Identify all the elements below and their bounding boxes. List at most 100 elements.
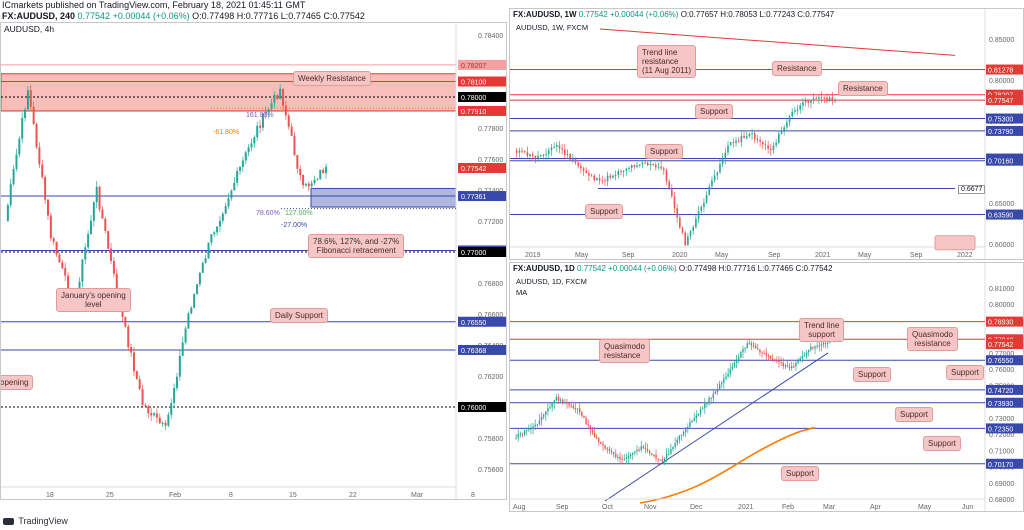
1d-candle: [757, 348, 759, 350]
1d-candle: [634, 451, 636, 453]
y-tick-1d: 0.71000: [989, 448, 1014, 455]
price-1d: 0.77542: [577, 264, 606, 273]
1d-candle: [695, 415, 698, 419]
price-tag-1d: [986, 384, 1023, 395]
4h-candle: [290, 126, 293, 136]
1w-candle: [620, 171, 622, 173]
1d-candle: [740, 352, 742, 358]
resistance-zone: [1, 73, 457, 112]
1d-candle: [793, 366, 795, 368]
symbol-name: FX:AUDUSD, 240: [2, 11, 76, 21]
1w-candle: [681, 227, 684, 233]
1d-candle: [710, 397, 712, 399]
1w-candle: [751, 133, 753, 135]
chart-panel-4h[interactable]: 0.784000.782000.780000.778000.776000.774…: [0, 22, 507, 500]
4h-candle: [95, 186, 98, 203]
x-tick-1w: 2021: [815, 252, 831, 259]
1w-candle: [810, 100, 812, 103]
ma-indicator-label[interactable]: MA: [516, 288, 528, 297]
1d-candle: [807, 349, 810, 353]
4h-candle: [173, 388, 176, 403]
1d-candle: [530, 428, 532, 430]
4h-candle: [264, 112, 267, 114]
1w-candle: [550, 147, 553, 151]
price-tag-text-1w: 0.77547: [988, 98, 1013, 105]
price-tag-text-4h: 0.78100: [461, 80, 486, 87]
1w-candle: [529, 154, 531, 157]
1d-candle: [704, 403, 706, 409]
y-tick-4h: 0.75600: [478, 467, 503, 474]
4h-candle: [276, 94, 279, 99]
1w-candle: [788, 116, 791, 123]
chart-canvas-1w[interactable]: 0.850000.800000.750000.700000.650000.600…: [510, 9, 1024, 260]
1d-candle: [589, 425, 592, 430]
1d-candle: [623, 458, 625, 460]
4h-candle: [41, 164, 44, 178]
1w-candle: [692, 227, 695, 231]
price-tag-text-1d: 0.77542: [988, 342, 1013, 349]
1w-candle: [537, 155, 539, 160]
tradingview-logo[interactable]: TradingView: [3, 516, 68, 526]
1d-candle: [725, 376, 727, 379]
1d-candle: [776, 360, 778, 362]
1w-candle: [577, 162, 579, 166]
1w-candle: [606, 175, 609, 182]
price-tag-text-1w: 0.70160: [988, 159, 1013, 166]
x-tick-1d: Jun: [962, 504, 973, 511]
1d-candle: [606, 448, 608, 450]
1w-candle: [539, 155, 542, 157]
4h-candle: [196, 284, 199, 295]
1d-candle: [602, 443, 604, 446]
1w-candle: [700, 206, 703, 212]
4h-candle: [178, 355, 181, 377]
target-box-1w: [934, 235, 976, 251]
chart-canvas-4h[interactable]: 0.784000.782000.780000.778000.776000.774…: [1, 23, 507, 500]
1d-candle: [568, 403, 570, 406]
1w-candle: [601, 180, 604, 182]
4h-candle: [259, 125, 262, 128]
1w-candle: [521, 150, 523, 152]
1w-candle: [834, 100, 836, 102]
support-label-1d-5: Support: [781, 466, 820, 481]
publish-info: ICmarkets published on TradingView.com, …: [2, 0, 306, 10]
1d-candle: [718, 384, 721, 390]
price-tag-4h: [458, 59, 506, 70]
1w-candle: [764, 144, 767, 146]
1w-candle: [818, 97, 820, 99]
1w-candle: [585, 170, 588, 174]
chart-canvas-1d[interactable]: 0.810000.800000.790000.780000.770000.760…: [510, 263, 1024, 512]
1w-candle: [593, 175, 596, 181]
chart-panel-1d[interactable]: 0.810000.800000.790000.780000.770000.760…: [509, 262, 1024, 512]
4h-candle: [181, 342, 184, 356]
price-tag-4h: [458, 162, 506, 173]
4h-candle: [207, 242, 210, 259]
4h-candle: [130, 347, 133, 353]
panel-header-1d: FX:AUDUSD, 1D 0.77542 +0.00044 (+0.06%) …: [513, 264, 832, 273]
price-tag-4h: [458, 105, 506, 116]
1d-candle: [765, 353, 767, 356]
4h-candle: [296, 155, 299, 169]
chart-header: ICmarkets published on TradingView.com, …: [0, 0, 1024, 22]
1d-candle: [824, 342, 827, 344]
tradingview-brand: TradingView: [18, 516, 68, 526]
1d-candle: [553, 400, 555, 404]
1w-candle: [826, 97, 828, 102]
1w-candle: [783, 127, 785, 131]
x-tick-1w: 2020: [672, 252, 688, 259]
1d-candle: [570, 405, 572, 407]
1w-candle: [569, 153, 571, 160]
1w-candle: [705, 195, 708, 203]
chart-panel-1w[interactable]: 0.850000.800000.750000.700000.650000.600…: [509, 8, 1024, 260]
x-tick-1d: Sep: [556, 504, 569, 511]
x-tick-1w: 2019: [525, 252, 541, 259]
1d-candle: [540, 416, 543, 421]
4h-candle: [304, 183, 307, 186]
4h-candle: [29, 90, 32, 107]
4h-candle: [81, 259, 84, 282]
1w-candle: [649, 163, 652, 166]
1w-candle: [531, 154, 534, 157]
1w-candle: [633, 165, 636, 168]
1d-candle: [517, 433, 519, 438]
1d-candle: [701, 408, 704, 410]
1d-candle: [587, 424, 589, 426]
